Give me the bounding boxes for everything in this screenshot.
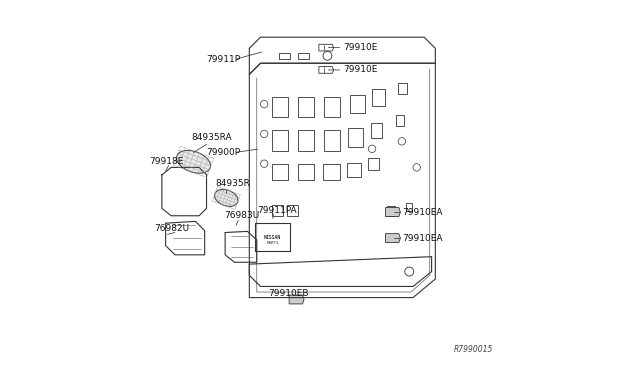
Ellipse shape bbox=[177, 150, 211, 173]
Text: 84935R: 84935R bbox=[215, 179, 250, 187]
Text: 76982U: 76982U bbox=[154, 224, 189, 233]
Ellipse shape bbox=[214, 189, 238, 206]
Text: PARTS: PARTS bbox=[266, 241, 279, 244]
Text: R7990015: R7990015 bbox=[454, 345, 493, 354]
Text: 79918E: 79918E bbox=[149, 157, 183, 166]
Polygon shape bbox=[289, 295, 304, 304]
Text: 84935RA: 84935RA bbox=[191, 133, 232, 142]
Text: 79910E: 79910E bbox=[344, 43, 378, 52]
Text: 79911PA: 79911PA bbox=[257, 206, 296, 215]
Text: 79910EB: 79910EB bbox=[268, 289, 308, 298]
Text: 76983U: 76983U bbox=[224, 211, 259, 220]
Text: NISSAN: NISSAN bbox=[264, 235, 282, 240]
Text: 79910EA: 79910EA bbox=[402, 208, 442, 217]
Text: 79911P: 79911P bbox=[207, 55, 241, 64]
Text: 79910E: 79910E bbox=[344, 65, 378, 74]
Text: 79900P: 79900P bbox=[207, 148, 241, 157]
Text: 79910EA: 79910EA bbox=[402, 234, 442, 243]
Polygon shape bbox=[385, 234, 401, 243]
Polygon shape bbox=[385, 208, 401, 217]
